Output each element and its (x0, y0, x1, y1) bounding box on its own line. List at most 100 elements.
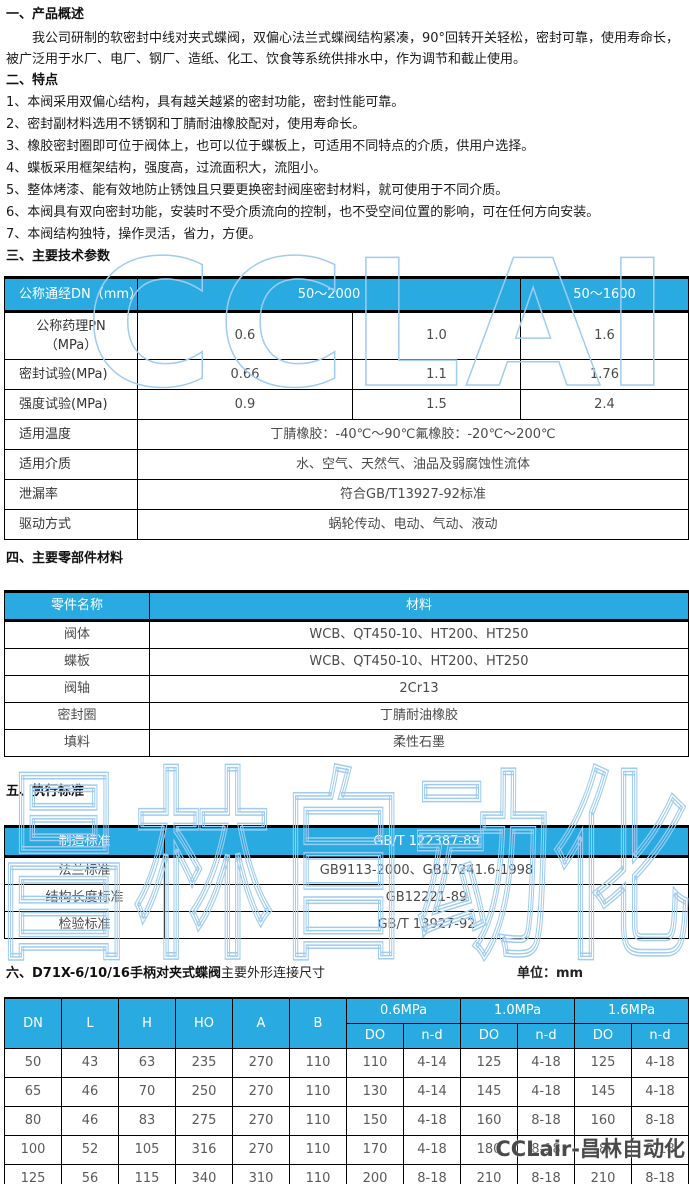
table-row: 泄漏率 符合GB/T13927-92标准 (4, 479, 689, 510)
table-cell: 63 (118, 1048, 176, 1078)
table-row: 阀体 WCB、QT450-10、HT200、HT250 (4, 620, 689, 649)
standards-table: 制造标准 GB/T 122387-89 法兰标准 GB9113-2000、GB17… (4, 825, 689, 939)
table-cell: 110 (289, 1106, 347, 1136)
table-header-cell: 50～2000 (136, 277, 522, 313)
table-cell: 270 (232, 1048, 290, 1078)
table-cell: 235 (175, 1048, 233, 1078)
table-cell: 145 (460, 1077, 518, 1107)
table-cell: 270 (232, 1077, 290, 1107)
row-label: 适用介质 (4, 449, 138, 480)
table-row: 填料 柔性石墨 (4, 729, 689, 757)
dimensions-heading-rest: 主要外形连接尺寸 (220, 966, 325, 981)
feature-item: 6、本阀具有双向密封功能，安装时不受介质流向的控制，也不受空间位置的影响，可在任… (6, 205, 600, 220)
table-cell: 8-18 (631, 1106, 689, 1136)
pressure-group-header: 1.0MPa (460, 997, 575, 1024)
table-cell: 105 (118, 1135, 176, 1165)
table-cell: 80 (4, 1106, 62, 1136)
table-cell: 65 (4, 1077, 62, 1107)
section-heading-features: 二、特点 (6, 73, 59, 88)
table-row: DN L H HO A B 0.6MPa 1.0MPa 1.6MPa (4, 997, 689, 1049)
row-label: 泄漏率 (4, 479, 138, 510)
table-row: 适用温度 丁腈橡胶：-40℃～90℃氟橡胶：-20℃～200℃ (4, 419, 689, 450)
table-cell: 1.0 (351, 311, 522, 360)
materials-table: 零件名称 材料 阀体 WCB、QT450-10、HT200、HT250 蝶板 WCB、… (4, 590, 689, 757)
col-header-nd: n-d (517, 1023, 575, 1049)
table-row: 50 43 63 235 270 110 110 4-14 125 4-18 125 4-18 (4, 1048, 689, 1078)
table-cell: 52 (61, 1135, 119, 1165)
table-cell: 水、空气、天然气、油品及弱腐蚀性流体 (137, 449, 689, 480)
table-cell: 83 (118, 1106, 176, 1136)
feature-item: 7、本阀结构独特，操作灵活，省力，方便。 (6, 227, 262, 242)
table-cell: 56 (61, 1164, 119, 1184)
table-cell: 145 (574, 1077, 632, 1107)
table-cell: GB12221-89 (164, 884, 689, 912)
table-cell: 270 (232, 1106, 290, 1136)
table-cell: 结构长度标准 (4, 884, 165, 912)
table-row: 80 46 83 275 270 110 150 4-18 160 8-18 160 8-18 (4, 1106, 689, 1136)
col-header-l: L (61, 997, 119, 1049)
table-cell: 蜗轮传动、电动、气动、液动 (137, 509, 689, 540)
table-cell: 0.66 (137, 359, 353, 390)
section-heading-standards: 五、执行标准 (6, 784, 85, 799)
table-row: 阀轴 2Cr13 (4, 675, 689, 703)
table-cell: GB/T 13927-92 (164, 911, 689, 939)
table-cell: 4-18 (403, 1135, 461, 1165)
col-header-do: DO (460, 1023, 518, 1049)
table-cell: 0.9 (137, 389, 353, 420)
table-cell: 115 (118, 1164, 176, 1184)
col-header-a: A (232, 997, 290, 1049)
brand-logo: CCLair-昌林自动化 (495, 1137, 685, 1161)
unit-label: 单位：mm (517, 966, 584, 981)
table-header-cell: 制造标准 (4, 826, 165, 858)
table-cell: 8-18 (631, 1164, 689, 1184)
table-cell: 130 (346, 1077, 404, 1107)
overview-paragraph: 我公司研制的软密封中线对夹式蝶阀，双偏心法兰式蝶阀结构紧凑，90°回转开关轻松，… (6, 31, 680, 67)
table-cell: 8-18 (517, 1135, 575, 1165)
table-row: 制造标准 GB/T 122387-89 (4, 826, 689, 858)
table-row: 适用介质 水、空气、天然气、油品及弱腐蚀性流体 (4, 449, 689, 480)
table-cell: 110 (289, 1048, 347, 1078)
table-cell: 160 (574, 1106, 632, 1136)
table-cell: 密封圈 (4, 702, 150, 730)
table-cell: 46 (61, 1077, 119, 1107)
table-cell: 丁腈耐油橡胶 (149, 702, 689, 730)
section-heading-materials: 四、主要零部件材料 (6, 551, 124, 566)
table-cell: WCB、QT450-10、HT200、HT250 (149, 648, 689, 676)
table-cell: 210 (460, 1164, 518, 1184)
table-cell: 310 (232, 1164, 290, 1184)
feature-item: 3、橡胶密封圈即可位于阀体上，也可以位于蝶板上，可适用不同特点的介质，供用户选择… (6, 139, 535, 154)
table-cell: 4-18 (517, 1077, 575, 1107)
table-row: 强度试验(MPa) 0.9 1.5 2.4 (4, 389, 689, 420)
col-header-do: DO (346, 1023, 404, 1049)
table-cell: 0.6 (137, 311, 353, 360)
dimensions-table: DN L H HO A B 0.6MPa 1.0MPa 1.6MPa DO n-… (4, 997, 689, 1184)
table-cell: 50 (4, 1048, 62, 1078)
table-cell: 110 (289, 1077, 347, 1107)
table-cell: 275 (175, 1106, 233, 1136)
table-cell: 1.6 (520, 311, 689, 360)
table-cell: 8-18 (517, 1106, 575, 1136)
table-cell: 340 (175, 1164, 233, 1184)
table-row: 公称通经DN（mm） 50～2000 50～1600 (4, 277, 689, 313)
table-cell: 1.1 (351, 359, 522, 390)
table-cell: 110 (289, 1135, 347, 1165)
table-row: 驱动方式 蜗轮传动、电动、气动、液动 (4, 509, 689, 540)
col-header-do: DO (574, 1023, 632, 1049)
table-cell: 70 (118, 1077, 176, 1107)
row-label: 适用温度 (4, 419, 138, 450)
table-cell: 8-18 (517, 1164, 575, 1184)
table-cell: 150 (346, 1106, 404, 1136)
table-cell: 125 (4, 1164, 62, 1184)
table-cell: 46 (61, 1106, 119, 1136)
table-cell: 110 (346, 1048, 404, 1078)
table-header-cell: 公称通经DN（mm） (4, 277, 138, 313)
row-label-line: （MPa） (44, 338, 98, 353)
table-cell: 填料 (4, 729, 150, 757)
col-header-nd: n-d (403, 1023, 461, 1049)
table-cell: 1.76 (520, 359, 689, 390)
row-label: 公称药理PN （MPa） (4, 311, 138, 360)
table-cell: 4-18 (403, 1106, 461, 1136)
table-cell: 210 (574, 1164, 632, 1184)
table-cell: 170 (346, 1135, 404, 1165)
